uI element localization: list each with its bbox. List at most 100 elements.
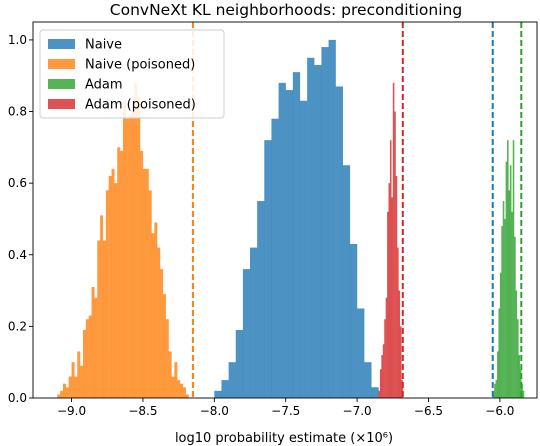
y-axis: 0.0 0.2 0.4 0.6 0.8 1.0 <box>8 33 33 405</box>
histogram-bar <box>397 247 399 398</box>
histogram-bar <box>401 380 403 398</box>
histogram-bar <box>357 308 365 398</box>
histogram-bar <box>497 351 499 398</box>
histogram-bar <box>521 383 523 398</box>
x-tick-label: −9.0 <box>57 404 86 418</box>
histogram-bar <box>91 286 95 398</box>
x-tick-label: −8.0 <box>200 404 229 418</box>
histogram-bar <box>168 351 172 398</box>
histogram-bar <box>381 355 383 398</box>
legend-label: Naive (poisoned) <box>85 58 195 73</box>
histogram-bar <box>522 390 525 398</box>
histogram-bar <box>507 140 509 398</box>
x-tick-label: −6.0 <box>485 404 514 418</box>
y-tick-label: 0.4 <box>8 248 27 262</box>
histogram-bar <box>74 376 78 398</box>
histogram-bar <box>395 175 398 398</box>
histogram-bar <box>122 100 126 399</box>
histogram-bar <box>151 233 155 398</box>
histogram-bar <box>174 362 178 398</box>
histogram-bar <box>378 390 381 398</box>
histogram-bar <box>399 326 402 398</box>
histogram-bar <box>515 290 518 398</box>
histogram-bar <box>285 90 294 399</box>
histogram-bar <box>278 82 286 398</box>
histogram-bar <box>228 362 236 398</box>
series-3-bars <box>378 82 403 399</box>
histogram-bar <box>509 165 512 398</box>
histogram-bar <box>88 315 92 398</box>
histogram-bar <box>388 183 391 398</box>
histogram-bar <box>102 240 106 398</box>
histogram-bar <box>392 82 395 398</box>
histogram-bar <box>307 57 315 399</box>
x-tick-label: −7.5 <box>271 404 300 418</box>
histogram-bar <box>160 269 164 398</box>
histogram-bar <box>157 247 161 398</box>
legend-label: Adam (poisoned) <box>85 98 196 113</box>
histogram-bar <box>518 355 521 398</box>
histogram-bar <box>128 115 132 398</box>
x-axis: −9.0 −8.5 −8.0 −7.5 −7.0 −6.5 −6.0 <box>57 398 514 418</box>
histogram-bar <box>171 376 175 398</box>
histogram-bar <box>314 64 322 398</box>
histogram-bar <box>292 72 301 398</box>
histogram-bar <box>389 140 392 398</box>
histogram-bar <box>114 183 118 398</box>
histogram-bar <box>391 197 393 398</box>
histogram-bar <box>379 369 382 398</box>
histogram-bar <box>140 150 144 398</box>
histogram-bar <box>271 118 279 398</box>
histogram-bar <box>97 240 101 398</box>
series-1-bars <box>57 82 189 399</box>
histogram-bar <box>65 387 69 398</box>
axes-frame <box>32 21 538 399</box>
histogram-bar <box>148 190 152 398</box>
histogram-bar <box>165 319 169 398</box>
histogram-bar <box>68 376 72 398</box>
histogram-bar <box>328 39 336 399</box>
histogram-bar <box>120 150 124 398</box>
histogram-bar <box>385 297 388 398</box>
histogram-bar <box>235 329 244 398</box>
histogram-bar <box>250 247 258 398</box>
histogram-bar <box>131 111 135 399</box>
histogram-bar <box>105 190 109 398</box>
histogram-bar <box>384 319 386 398</box>
legend-swatch <box>48 99 75 109</box>
histogram-bar <box>154 222 158 398</box>
histogram-bar <box>394 111 396 399</box>
y-tick-label: 0.0 <box>8 391 27 405</box>
legend-label: Adam <box>85 78 123 93</box>
histogram-bar <box>214 390 222 398</box>
legend-swatch <box>48 79 75 89</box>
histogram-bar <box>221 380 229 398</box>
histogram-bar <box>162 294 166 398</box>
histogram-bar <box>398 290 401 398</box>
histogram-bar <box>505 161 508 398</box>
histogram-bar <box>364 362 372 398</box>
histogram-bar <box>502 201 505 398</box>
histogram-bar <box>349 244 358 398</box>
histogram-bar <box>517 319 519 398</box>
series-0-bars <box>214 39 379 399</box>
histogram-bar <box>94 297 98 398</box>
histogram-bar <box>85 319 89 398</box>
histogram-bar <box>512 140 515 398</box>
histogram-bar <box>71 362 75 398</box>
histogram-bar <box>321 47 329 399</box>
histogram-bar <box>257 201 265 398</box>
histogram-bar <box>137 97 141 398</box>
y-tick-label: 0.8 <box>8 105 27 119</box>
histogram-bar <box>242 269 251 398</box>
histogram-bar <box>511 211 513 398</box>
histogram-bar <box>82 329 86 398</box>
histogram-bar <box>111 168 115 398</box>
histogram-bar <box>180 383 184 398</box>
x-axis-label: log10 probability estimate (×10⁶) <box>175 431 393 446</box>
histogram-bar <box>382 344 385 398</box>
y-tick-label: 0.6 <box>8 176 27 190</box>
histogram-bar <box>100 215 104 398</box>
series-2-bars <box>492 140 525 398</box>
histogram-bar <box>125 118 129 398</box>
